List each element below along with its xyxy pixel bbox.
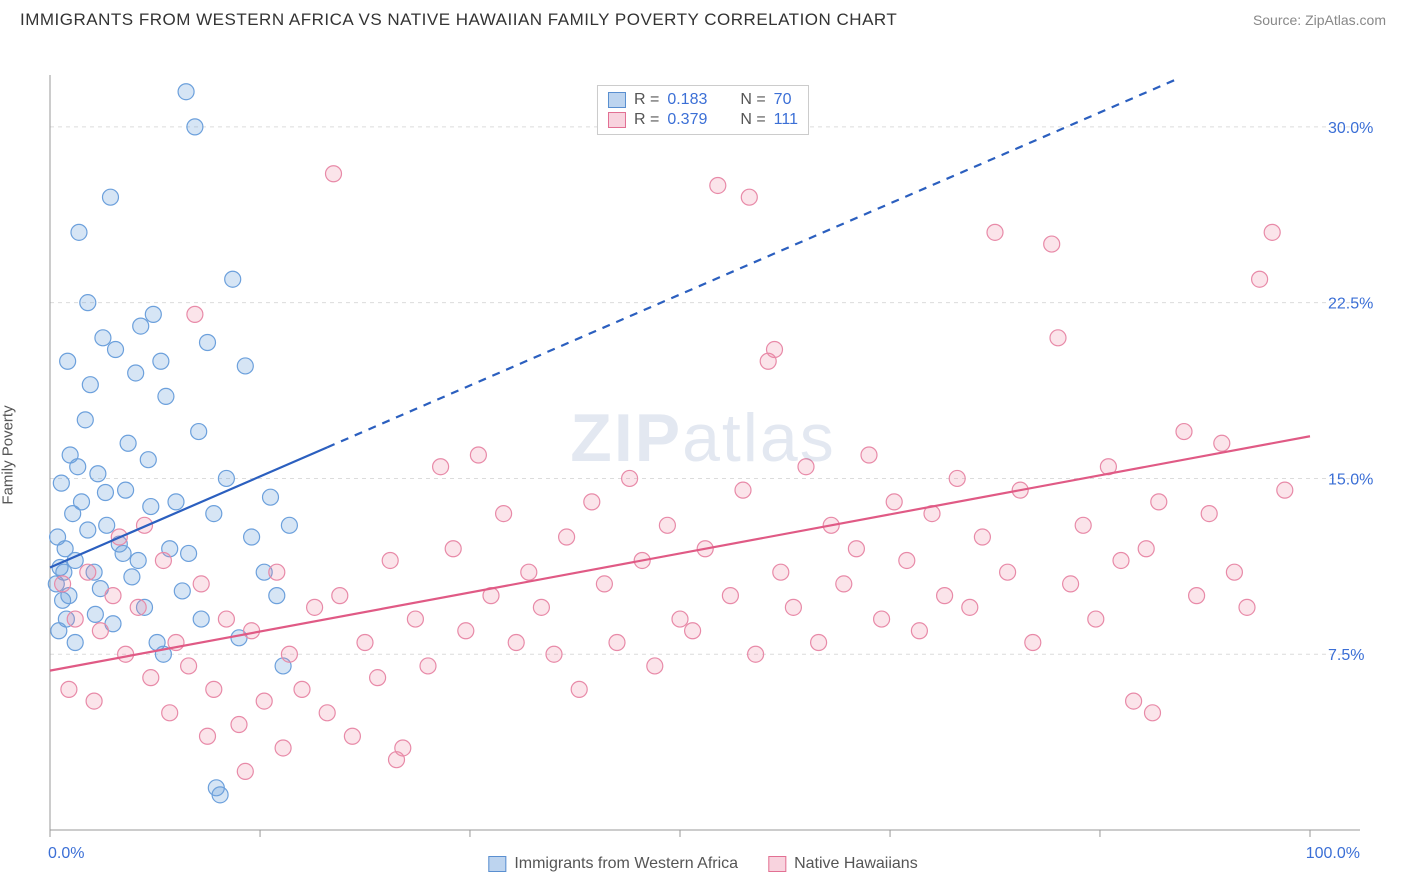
chart-source: Source: ZipAtlas.com bbox=[1253, 12, 1386, 28]
swatch-blue-icon bbox=[488, 856, 506, 872]
correlation-legend: R = 0.183 N = 70 R = 0.379 N = 111 bbox=[597, 85, 809, 135]
swatch-pink-icon bbox=[768, 856, 786, 872]
source-link[interactable]: ZipAtlas.com bbox=[1305, 12, 1386, 28]
svg-text:30.0%: 30.0% bbox=[1328, 120, 1373, 137]
chart-container: Family Poverty ZIPatlas 7.5%15.0%22.5%30… bbox=[0, 35, 1406, 875]
swatch-blue-icon bbox=[608, 92, 626, 108]
scatter-plot: 7.5% 15.0% 22.5% 30.0% 0.0% 100.0% bbox=[0, 35, 1406, 875]
swatch-pink-icon bbox=[608, 112, 626, 128]
legend-row-blue: R = 0.183 N = 70 bbox=[608, 90, 798, 110]
chart-title: IMMIGRANTS FROM WESTERN AFRICA VS NATIVE… bbox=[20, 10, 897, 30]
legend-row-pink: R = 0.379 N = 111 bbox=[608, 110, 798, 130]
chart-header: IMMIGRANTS FROM WESTERN AFRICA VS NATIVE… bbox=[0, 0, 1406, 35]
svg-text:15.0%: 15.0% bbox=[1328, 471, 1373, 488]
series-legend: Immigrants from Western Africa Native Ha… bbox=[488, 855, 917, 873]
legend-item-pink: Native Hawaiians bbox=[768, 855, 918, 873]
svg-text:22.5%: 22.5% bbox=[1328, 296, 1373, 313]
svg-text:7.5%: 7.5% bbox=[1328, 647, 1364, 664]
legend-item-blue: Immigrants from Western Africa bbox=[488, 855, 738, 873]
svg-text:0.0%: 0.0% bbox=[48, 845, 84, 862]
y-axis-label: Family Poverty bbox=[0, 405, 17, 504]
svg-text:100.0%: 100.0% bbox=[1306, 845, 1360, 862]
